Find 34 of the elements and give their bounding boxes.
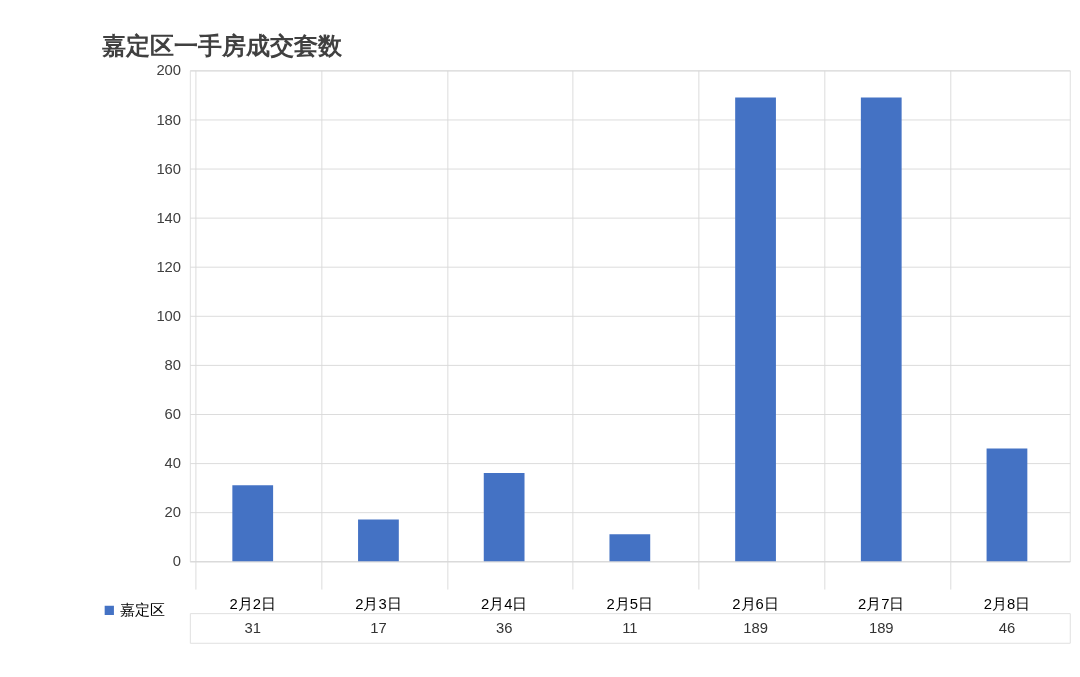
y-tick-label: 180 [156,111,182,128]
y-tick-label: 200 [156,62,182,79]
data-label: 11 [622,619,638,636]
bar [986,448,1028,562]
x-tick-label: 2月7日 [858,596,905,612]
y-tick-label: 120 [156,258,182,275]
data-label: 189 [743,619,768,636]
x-tick-label: 2月2日 [229,596,276,612]
bar [358,519,399,562]
legend-label: 嘉定区 [120,602,166,619]
data-label: 31 [244,619,261,636]
bar [232,485,274,562]
chart-title: 嘉定区一手房成交套数 [101,32,343,60]
data-label: 46 [998,619,1016,636]
data-label: 17 [370,619,387,636]
x-tick-label: 2月4日 [480,596,528,612]
y-tick-label: 20 [164,504,182,521]
y-tick-label: 100 [156,307,182,324]
bar [860,97,902,562]
y-tick-label: 60 [164,406,182,423]
y-tick-label: 80 [164,357,182,374]
y-tick-label: 0 [172,553,182,570]
x-tick-label: 2月6日 [732,596,779,612]
bar [483,472,525,562]
y-tick-label: 140 [156,209,182,226]
x-tick-label: 2月5日 [606,596,654,612]
data-label: 36 [495,619,513,636]
bar [609,534,651,562]
y-tick-label: 40 [164,455,182,472]
bar [735,97,776,562]
y-tick-label: 160 [156,160,182,177]
x-tick-label: 2月3日 [355,596,402,612]
data-label: 189 [868,619,894,636]
x-tick-label: 2月8日 [983,596,1031,612]
